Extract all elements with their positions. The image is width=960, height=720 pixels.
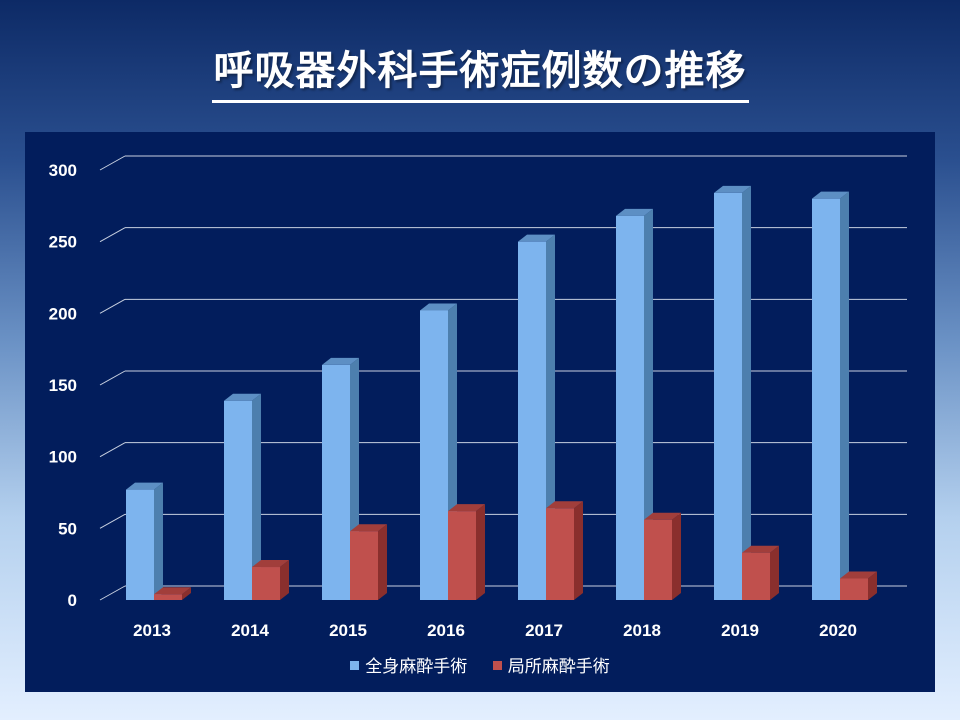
bar-side bbox=[644, 208, 653, 600]
bar-general bbox=[714, 192, 742, 600]
y-tick-label: 250 bbox=[49, 233, 77, 252]
bar-top bbox=[154, 587, 191, 595]
gridline-depth bbox=[99, 227, 126, 243]
bar-top bbox=[546, 501, 583, 509]
bar-side bbox=[378, 524, 387, 600]
y-tick-label: 100 bbox=[49, 448, 77, 467]
x-tick-label: 2014 bbox=[231, 621, 269, 640]
bar-side bbox=[770, 545, 779, 600]
x-tick-label: 2015 bbox=[329, 621, 367, 640]
bar-top bbox=[448, 504, 485, 512]
bar-top bbox=[742, 545, 779, 553]
gridline-depth bbox=[99, 513, 126, 529]
bar-local bbox=[644, 519, 672, 600]
bar-general bbox=[616, 215, 644, 600]
legend-label-general: 全身麻酔手術 bbox=[365, 657, 468, 677]
x-tick-label: 2020 bbox=[819, 621, 857, 640]
legend-item-local: 局所麻酔手術 bbox=[492, 652, 610, 677]
y-tick-label: 150 bbox=[49, 376, 77, 395]
bar-top bbox=[224, 393, 261, 401]
bar-local bbox=[840, 578, 868, 600]
bar-side bbox=[868, 571, 877, 600]
chart-panel: 0 50 100 150 200 250 300 2013 2014 2015 2016 2017 20… bbox=[25, 132, 935, 692]
legend-item-general: 全身麻酔手術 bbox=[350, 652, 467, 677]
gridline-depth bbox=[99, 155, 126, 171]
bar-side bbox=[280, 560, 289, 600]
x-tick-label: 2019 bbox=[721, 621, 759, 640]
bar-side bbox=[574, 501, 583, 600]
bar-general bbox=[812, 198, 840, 600]
bar-top bbox=[350, 524, 387, 532]
bar-top bbox=[644, 512, 681, 520]
legend-swatch-local bbox=[492, 661, 502, 670]
x-tick-label: 2013 bbox=[133, 621, 171, 640]
bar-top bbox=[616, 208, 653, 216]
bar-local bbox=[350, 531, 378, 600]
bar-general bbox=[518, 241, 546, 600]
bar-side bbox=[154, 482, 163, 600]
gridline-depth bbox=[99, 442, 126, 458]
gridline-depth bbox=[99, 370, 126, 386]
y-tick-label: 300 bbox=[49, 161, 77, 180]
bar-side bbox=[182, 587, 191, 600]
legend-label-local: 局所麻酔手術 bbox=[507, 657, 610, 677]
bar-side bbox=[476, 504, 485, 600]
legend-swatch-general bbox=[350, 661, 360, 670]
bar-top bbox=[126, 482, 163, 490]
x-tick-label: 2018 bbox=[623, 621, 661, 640]
legend: 全身麻酔手術 局所麻酔手術 bbox=[25, 652, 935, 677]
bar-general bbox=[322, 364, 350, 600]
bar-side bbox=[672, 512, 681, 600]
bar-local bbox=[546, 508, 574, 600]
y-tick-label: 0 bbox=[68, 591, 77, 610]
bar-side bbox=[742, 185, 751, 600]
bar-local bbox=[448, 511, 476, 600]
bar-chart: 0 50 100 150 200 250 300 2013 2014 2015 2016 2017 20… bbox=[49, 155, 907, 640]
bar-top bbox=[812, 191, 849, 199]
bar-general bbox=[224, 400, 252, 600]
bar-local bbox=[154, 594, 182, 600]
bar-side bbox=[252, 393, 261, 600]
bar-top bbox=[252, 560, 289, 568]
page-title: 呼吸器外科手術症例数の推移 bbox=[211, 38, 749, 103]
bar-side bbox=[840, 191, 849, 600]
bar-top bbox=[714, 185, 751, 193]
y-tick-label: 50 bbox=[58, 519, 77, 538]
gridline-depth bbox=[99, 298, 126, 314]
bar-general bbox=[126, 489, 154, 600]
y-tick-label: 200 bbox=[49, 304, 77, 323]
x-tick-label: 2017 bbox=[525, 621, 563, 640]
x-tick-label: 2016 bbox=[427, 621, 465, 640]
title-wrap: 呼吸器外科手術症例数の推移 bbox=[0, 38, 960, 103]
bar-general bbox=[420, 310, 448, 600]
bar-top bbox=[518, 234, 555, 242]
bar-top bbox=[322, 357, 359, 365]
bar-top bbox=[840, 571, 877, 579]
bar-local bbox=[252, 567, 280, 600]
bar-top bbox=[420, 303, 457, 311]
bar-local bbox=[742, 552, 770, 600]
gridline-depth bbox=[99, 585, 126, 601]
